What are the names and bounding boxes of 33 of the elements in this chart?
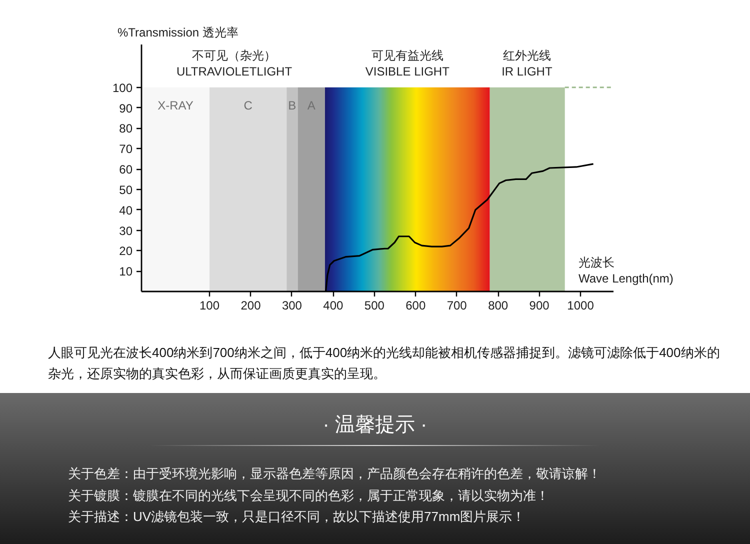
- y-tick-label: 30: [119, 224, 133, 238]
- y-tick-label: 60: [119, 162, 133, 177]
- annotation: 可见有益光线 VISIBLE LIGHT: [365, 48, 450, 78]
- text: 关于描述：UV滤镜包装一致，只是口径不同，故以下描述使用77mm图片展示！: [68, 508, 526, 526]
- y-tick-label: 90: [119, 101, 133, 116]
- x-tick-label: 700: [446, 298, 468, 312]
- x-tick-label: 800: [488, 298, 508, 312]
- band-label: B: [288, 98, 296, 112]
- y-tick-label: 10: [119, 264, 133, 279]
- x-tick-label: 500: [364, 298, 385, 312]
- x-tick-label: 1000: [567, 298, 594, 312]
- band-label: C: [244, 98, 253, 112]
- text: 关于色差：由于受环境光影响，显示器色差等原因，产品颜色会存在稍许的色差，敬请谅解！: [68, 465, 601, 483]
- y-tick-label: 70: [119, 142, 133, 156]
- annotation: 红外光线 IR LIGHT: [502, 48, 553, 78]
- y-axis-title: %Transmission 透光率: [118, 26, 238, 40]
- text: 关于镀膜：镀膜在不同的光线下会呈现不同的色彩，属于正常现象，请以实物为准！: [68, 486, 549, 504]
- x-tick-label: 900: [529, 298, 550, 312]
- annotation: 不可见（杂光） ULTRAVIOLETLIGHT: [176, 48, 293, 78]
- y-tick-label: 40: [119, 203, 133, 218]
- text: · 温馨提示 ·: [322, 413, 428, 438]
- y-tick-label: 100: [112, 80, 133, 95]
- x-tick-label: 200: [240, 298, 262, 312]
- text: 人眼可见光在波长400纳米到700纳米之间，低于400纳米的光线却能被相机传感器捕捉到。滤镜可滤除低于400纳米的杂光，还原实物的真实色彩，从而保证画质更真实的呈现。: [47, 344, 721, 383]
- y-tick-label: 80: [119, 122, 133, 136]
- x-axis-title: 光波长 Wave Length(nm): [578, 255, 674, 286]
- x-tick-label: 400: [323, 298, 344, 312]
- x-tick-label: 100: [200, 298, 220, 312]
- x-tick-label: 300: [282, 298, 302, 312]
- band-label: X-RAY: [158, 98, 194, 112]
- y-tick-label: 50: [119, 182, 133, 197]
- y-tick-label: 20: [119, 244, 133, 258]
- x-tick-label: 600: [406, 298, 426, 312]
